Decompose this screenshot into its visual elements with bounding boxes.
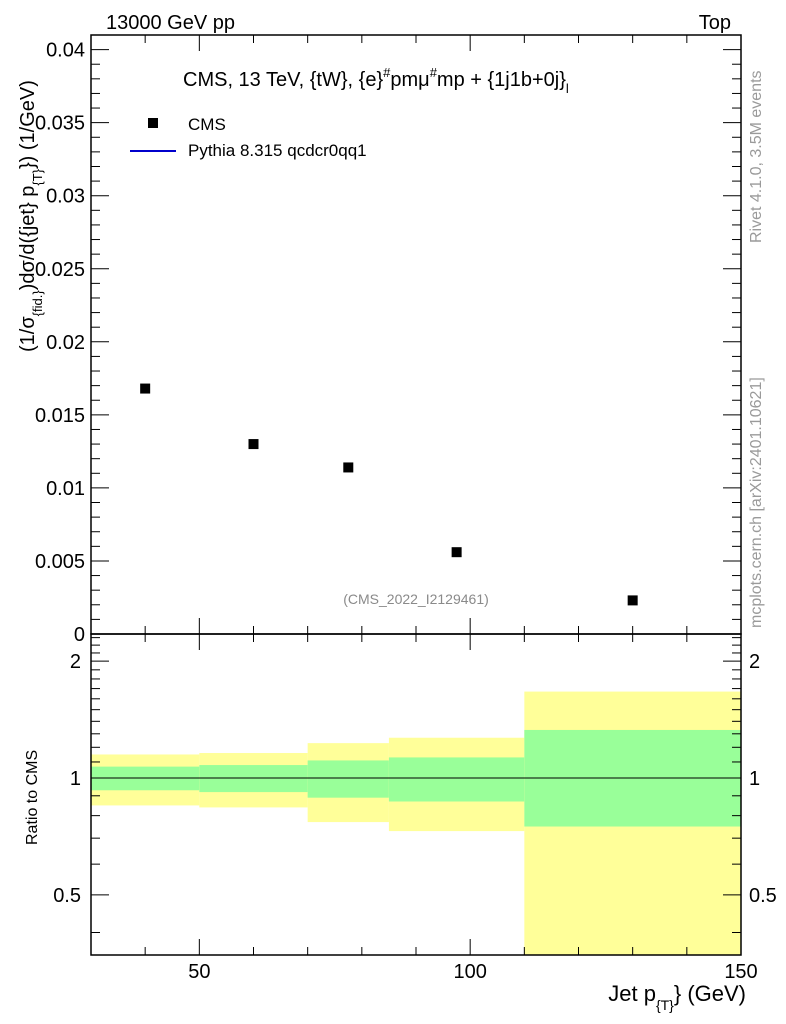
ratio-y-tick-label-left: 2	[70, 651, 81, 673]
main-y-tick-label: 0.005	[35, 551, 85, 573]
ylabel-part-b: )dσ/d({jet} p	[17, 186, 39, 291]
header-left-label: 13000 GeV pp	[106, 12, 235, 34]
ratio-y-tick-label-right: 1	[749, 768, 760, 790]
ratio-bands	[91, 691, 741, 955]
x-axis-label: Jet p{T}} (GeV)	[608, 981, 746, 1013]
mcplots-label: mcplots.cern.ch [arXiv:2401.10621]	[748, 377, 765, 628]
main-y-tick-label: 0.01	[46, 478, 85, 500]
chart-title-mid: pmμ	[390, 69, 429, 91]
chart-title-sup1: #	[383, 65, 391, 80]
data-point-cms	[140, 383, 151, 394]
main-y-tick-label: 0.04	[46, 40, 85, 62]
chart-title-main: CMS, 13 TeV, {tW}, {e}	[183, 69, 383, 91]
ratio-band-inner	[307, 760, 389, 798]
ratio-y-tick-label-left: 0.5	[53, 885, 81, 907]
main-y-tick-label: 0.03	[46, 186, 85, 208]
ratio-y-tick-label-right: 0.5	[749, 885, 777, 907]
legend-marker-cms	[148, 118, 158, 128]
ratio-y-axis-label: Ratio to CMS	[24, 750, 41, 845]
axis-ticks	[90, 34, 742, 955]
rivet-label: Rivet 4.1.0, 3.5M events	[748, 70, 765, 243]
ratio-band-inner	[388, 757, 525, 802]
analysis-tag: (CMS_2022_I2129461)	[343, 591, 489, 607]
main-y-tick-label: 0.015	[35, 405, 85, 427]
data-point-cms	[248, 439, 259, 450]
xlabel-sub-t: {T}	[656, 997, 674, 1013]
xlabel-part-a: Jet p	[608, 981, 656, 1006]
main-y-axis-label: (1/σ{fid.})dσ/d({jet} p{T}}) (1/GeV)	[17, 80, 45, 352]
ylabel-part-a: (1/σ	[17, 316, 39, 352]
ylabel-sub-fid: {fid.}	[30, 290, 45, 317]
x-tick-label: 150	[724, 961, 757, 983]
chart-title: CMS, 13 TeV, {tW}, {e}#pmμ#mp + {1j1b+0j…	[183, 65, 569, 96]
x-tick-label: 50	[188, 961, 210, 983]
main-data-points	[140, 383, 638, 606]
chart-title-end: mp + {1j1b+0j}	[437, 69, 566, 91]
main-y-tick-label: 0.025	[35, 259, 85, 281]
ylabel-part-c: }) (1/GeV)	[17, 80, 39, 169]
ratio-y-tick-label-right: 2	[749, 651, 760, 673]
x-tick-labels: 50 100 150	[188, 961, 757, 983]
ratio-band-inner	[199, 765, 308, 793]
data-point-cms	[343, 462, 354, 473]
main-y-tick-label: 0.035	[35, 113, 85, 135]
data-point-cms	[627, 595, 638, 606]
legend-label-pythia: Pythia 8.315 qcdcr0qq1	[188, 141, 367, 160]
xlabel-part-b: } (GeV)	[674, 981, 746, 1006]
chart-title-sub: l	[566, 81, 569, 96]
main-y-tick-label: 0.02	[46, 332, 85, 354]
header-right-label: Top	[699, 12, 731, 34]
ylabel-sub-t: {T}	[30, 168, 45, 185]
x-tick-label: 100	[453, 961, 486, 983]
main-y-tick-label: 0	[74, 624, 85, 646]
main-y-tick-labels: 0 0.005 0.01 0.015 0.02 0.025 0.03 0.035…	[35, 40, 85, 646]
ratio-y-tick-labels: 0.5 1 2 0.5 1 2	[53, 651, 777, 907]
chart-title-sup2: #	[430, 65, 438, 80]
legend: CMS Pythia 8.315 qcdcr0qq1	[130, 115, 367, 160]
data-point-cms	[451, 547, 462, 558]
legend-label-cms: CMS	[188, 115, 226, 134]
ratio-y-tick-label-left: 1	[70, 768, 81, 790]
